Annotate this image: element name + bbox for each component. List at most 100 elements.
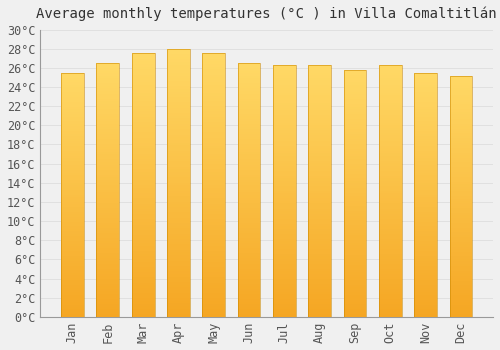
Bar xyxy=(273,292,296,294)
Bar xyxy=(273,196,296,198)
Bar xyxy=(132,240,154,243)
Bar xyxy=(96,279,119,281)
Bar xyxy=(238,286,260,289)
Bar xyxy=(344,154,366,156)
Bar xyxy=(167,295,190,298)
Bar xyxy=(414,234,437,236)
Bar xyxy=(344,171,366,174)
Bar xyxy=(308,85,331,88)
Bar xyxy=(167,161,190,164)
Bar xyxy=(308,264,331,266)
Bar xyxy=(273,274,296,276)
Bar xyxy=(414,307,437,309)
Bar xyxy=(167,180,190,183)
Bar xyxy=(96,182,119,185)
Bar xyxy=(167,223,190,226)
Bar xyxy=(379,70,402,72)
Bar xyxy=(61,180,84,182)
Bar xyxy=(96,99,119,101)
Bar xyxy=(238,101,260,104)
Bar xyxy=(273,211,296,213)
Bar xyxy=(132,177,154,180)
Bar xyxy=(379,95,402,98)
Bar xyxy=(238,264,260,266)
Bar xyxy=(344,181,366,183)
Bar xyxy=(450,85,472,88)
Bar xyxy=(308,259,331,261)
Bar xyxy=(96,73,119,76)
Bar xyxy=(344,72,366,75)
Bar xyxy=(414,85,437,87)
Bar xyxy=(132,64,154,66)
Bar xyxy=(61,295,84,297)
Bar xyxy=(167,194,190,196)
Bar xyxy=(450,162,472,165)
Bar xyxy=(167,110,190,113)
Bar xyxy=(450,237,472,240)
Bar xyxy=(202,109,225,111)
Bar xyxy=(379,113,402,116)
Bar xyxy=(344,304,366,307)
Bar xyxy=(379,249,402,251)
Bar xyxy=(238,292,260,294)
Bar xyxy=(61,246,84,248)
Bar xyxy=(379,216,402,219)
Bar xyxy=(273,307,296,309)
Bar xyxy=(61,214,84,217)
Bar xyxy=(132,309,154,312)
Bar xyxy=(450,271,472,273)
Bar xyxy=(96,210,119,213)
Bar xyxy=(273,272,296,274)
Bar xyxy=(273,239,296,241)
Bar xyxy=(308,176,331,178)
Bar xyxy=(308,68,331,70)
Bar xyxy=(344,277,366,280)
Bar xyxy=(61,166,84,168)
Bar xyxy=(344,225,366,228)
Bar xyxy=(414,144,437,146)
Bar xyxy=(167,266,190,268)
Bar xyxy=(96,164,119,167)
Bar xyxy=(450,240,472,242)
Bar xyxy=(238,302,260,304)
Bar xyxy=(450,76,472,78)
Bar xyxy=(132,246,154,248)
Bar xyxy=(167,134,190,137)
Bar xyxy=(132,214,154,217)
Bar xyxy=(167,62,190,65)
Bar xyxy=(414,244,437,246)
Bar xyxy=(414,175,437,178)
Bar xyxy=(132,312,154,314)
Bar xyxy=(344,159,366,161)
Bar xyxy=(308,90,331,93)
Bar xyxy=(132,314,154,317)
Bar xyxy=(167,84,190,86)
Bar xyxy=(308,211,331,213)
Bar xyxy=(238,180,260,182)
Bar xyxy=(238,172,260,175)
Bar xyxy=(344,250,366,253)
Bar xyxy=(61,92,84,94)
Bar xyxy=(238,284,260,286)
Bar xyxy=(167,234,190,236)
Bar xyxy=(344,141,366,144)
Bar xyxy=(308,100,331,103)
Bar xyxy=(273,146,296,148)
Bar xyxy=(379,314,402,317)
Bar xyxy=(96,121,119,124)
Bar xyxy=(61,90,84,92)
Bar xyxy=(132,156,154,159)
Bar xyxy=(344,233,366,235)
Bar xyxy=(61,236,84,239)
Bar xyxy=(167,153,190,156)
Bar xyxy=(202,256,225,259)
Bar xyxy=(273,203,296,206)
Bar xyxy=(450,167,472,170)
Bar xyxy=(167,76,190,78)
Bar xyxy=(238,309,260,312)
Bar xyxy=(132,232,154,235)
Bar xyxy=(132,98,154,101)
Bar xyxy=(450,146,472,148)
Bar xyxy=(379,98,402,100)
Bar xyxy=(132,148,154,151)
